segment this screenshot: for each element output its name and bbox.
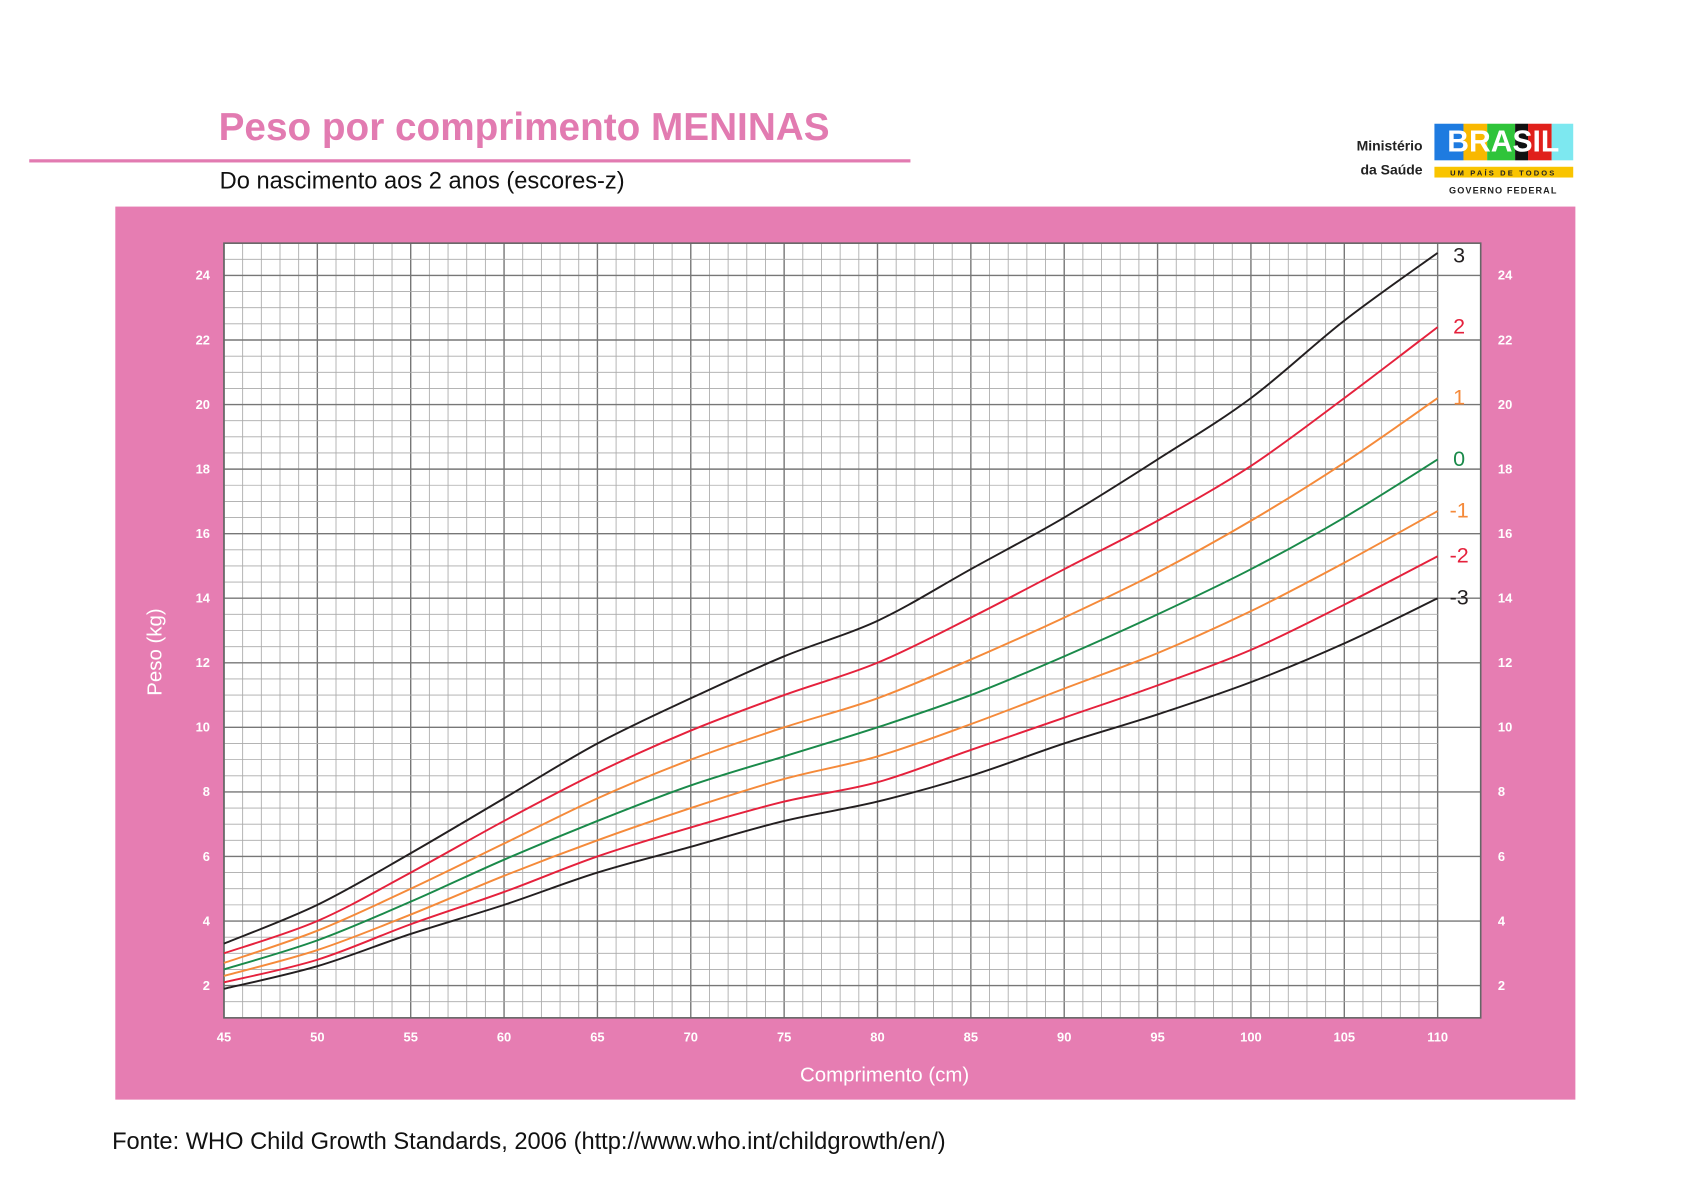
- x-tick-label: 65: [590, 1030, 604, 1045]
- x-tick-label: 100: [1240, 1030, 1262, 1045]
- x-tick-label: 95: [1150, 1030, 1164, 1045]
- y-tick-label-left: 20: [196, 397, 210, 412]
- curve-z0: [223, 458, 1439, 971]
- x-tick-label: 45: [217, 1030, 231, 1045]
- z-score-label: 1: [1453, 386, 1465, 410]
- y-tick-label-left: 22: [196, 332, 210, 347]
- y-tick-label-right: 4: [1498, 913, 1506, 928]
- logo-ministry-line2: da Saúde: [1360, 161, 1422, 177]
- y-tick-label-left: 6: [203, 849, 210, 864]
- z-score-labels: 3 2 1 0 -1 -2 -3: [1450, 244, 1469, 610]
- x-tick-label: 70: [684, 1030, 698, 1045]
- y-tick-label-right: 16: [1498, 526, 1512, 541]
- y-tick-label-left: 10: [196, 720, 210, 735]
- curve-z-2: [223, 555, 1439, 984]
- curve-z1: [223, 397, 1439, 964]
- z-score-label: -2: [1450, 544, 1469, 568]
- curves: [223, 252, 1439, 990]
- plot-border: [223, 242, 1482, 1019]
- logo-block-green: [1487, 123, 1516, 161]
- y-tick-label-right: 2: [1498, 978, 1505, 993]
- logo-slogan: UM PAÍS DE TODOS: [1450, 168, 1556, 177]
- y-tick-label-right: 12: [1498, 655, 1512, 670]
- curve-z3: [223, 252, 1439, 945]
- x-tick-label: 55: [404, 1030, 418, 1045]
- logo-ministry-line1: Ministério: [1357, 138, 1423, 154]
- z-score-label: 0: [1453, 447, 1465, 471]
- x-tick-label: 90: [1057, 1030, 1071, 1045]
- y-tick-label-right: 22: [1498, 332, 1512, 347]
- x-tick-label: 50: [310, 1030, 324, 1045]
- y-tick-label-left: 8: [203, 784, 210, 799]
- x-tick-label: 110: [1427, 1030, 1448, 1045]
- y-tick-label-left: 12: [196, 655, 210, 670]
- z-score-label: 3: [1453, 244, 1465, 268]
- y-tick-label-right: 6: [1498, 849, 1505, 864]
- z-score-label: -1: [1450, 499, 1469, 523]
- ministry-logo: Ministério da Saúde BRASIL UM PAÍS DE TO…: [1357, 123, 1574, 196]
- x-tick-label: 105: [1334, 1030, 1356, 1045]
- y-tick-label-right: 24: [1498, 268, 1513, 283]
- x-tick-label: 80: [870, 1030, 884, 1045]
- y-tick-label-right: 10: [1498, 720, 1512, 735]
- x-tick-label: 60: [497, 1030, 511, 1045]
- x-axis-label: Comprimento (cm): [800, 1063, 969, 1086]
- x-tick-label: 75: [777, 1030, 791, 1045]
- y-tick-label-right: 20: [1498, 397, 1512, 412]
- logo-block-yellow: [1463, 123, 1488, 161]
- logo-block-blue: [1434, 123, 1464, 161]
- y-tick-label-right: 8: [1498, 784, 1505, 799]
- curve-z-1: [223, 510, 1439, 977]
- page-title: Peso por comprimento MENINAS: [219, 106, 830, 149]
- y-tick-label-left: 16: [196, 526, 210, 541]
- logo-government: GOVERNO FEDERAL: [1449, 186, 1557, 196]
- logo-brand: BRASIL: [1447, 126, 1559, 159]
- y-tick-label-right: 18: [1498, 461, 1512, 476]
- page-subtitle: Do nascimento aos 2 anos (escores-z): [220, 168, 625, 194]
- y-tick-label-left: 14: [196, 591, 211, 606]
- grid: [223, 242, 1482, 1019]
- y-tick-label-right: 14: [1498, 591, 1513, 606]
- x-tick-label: 85: [964, 1030, 978, 1045]
- y-tick-label-left: 2: [203, 978, 210, 993]
- logo-block-red: [1528, 123, 1552, 161]
- title-underline: [29, 159, 911, 163]
- source-note: Fonte: WHO Child Growth Standards, 2006 …: [112, 1129, 946, 1155]
- y-tick-label-left: 24: [196, 268, 211, 283]
- curve-z2: [223, 326, 1439, 955]
- logo-slogan-band: [1434, 166, 1574, 178]
- curve-z-3: [223, 597, 1439, 990]
- logo-block-black: [1515, 123, 1529, 161]
- z-score-label: 2: [1453, 315, 1465, 339]
- z-score-label: -3: [1450, 586, 1469, 610]
- y-axis-label: Peso (kg): [144, 608, 167, 695]
- logo-block-cyan: [1551, 123, 1574, 161]
- y-tick-label-left: 4: [203, 913, 211, 928]
- y-tick-label-left: 18: [196, 461, 210, 476]
